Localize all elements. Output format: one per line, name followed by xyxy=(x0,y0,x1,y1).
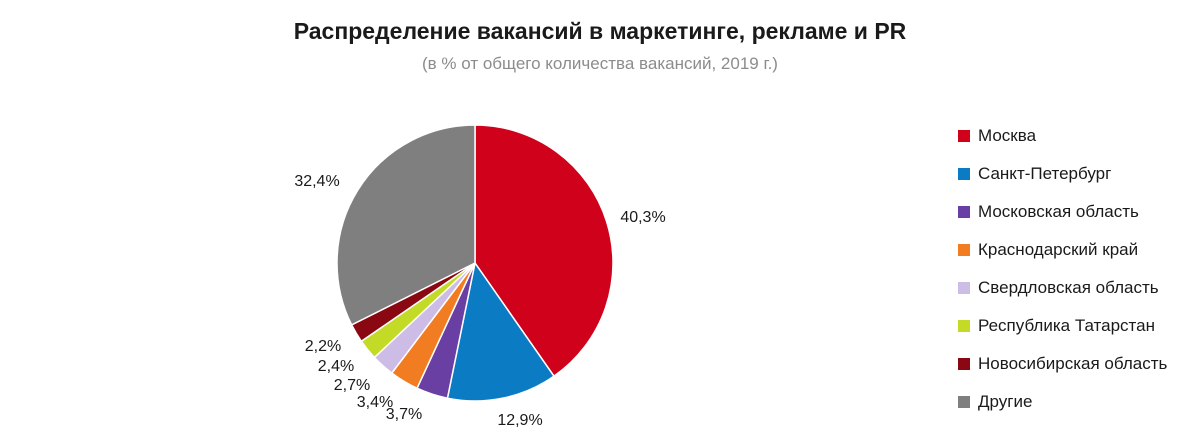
slice-value-label: 3,7% xyxy=(386,406,422,423)
legend-label: Москва xyxy=(978,126,1037,145)
legend-swatch xyxy=(958,320,970,332)
slice-value-label: 40,3% xyxy=(620,209,665,226)
legend-label: Республика Татарстан xyxy=(978,316,1155,335)
pie-slice xyxy=(336,124,476,326)
slice-value-label: 12,9% xyxy=(497,412,542,429)
legend-item: Московская область xyxy=(958,193,1167,231)
legend-label: Новосибирская область xyxy=(978,354,1168,373)
legend-label: Краснодарский край xyxy=(978,240,1139,259)
pie-slice xyxy=(446,261,556,402)
legend-item: Другие xyxy=(958,383,1167,421)
legend-label: Свердловская область xyxy=(978,278,1159,297)
legend-label: Московская область xyxy=(978,202,1139,221)
legend-item: Краснодарский край xyxy=(958,231,1167,269)
slice-value-label: 32,4% xyxy=(294,173,339,190)
legend-swatch xyxy=(958,358,970,370)
slice-value-label: 3,4% xyxy=(357,394,393,411)
chart-subtitle: (в % от общего количества вакансий, 2019… xyxy=(422,54,778,73)
legend-swatch xyxy=(958,130,970,142)
pie-slice xyxy=(474,124,614,378)
legend-item: Новосибирская область xyxy=(958,345,1167,383)
chart-legend: Москва Санкт-Петербург Московская область К… xyxy=(958,117,1167,421)
legend-label: Другие xyxy=(978,392,1033,411)
legend-item: Санкт-Петербург xyxy=(958,155,1167,193)
chart-title: Распределение вакансий в маркетинге, рек… xyxy=(293,18,907,44)
legend-item: Республика Татарстан xyxy=(958,307,1167,345)
legend-swatch xyxy=(958,168,970,180)
slice-value-label: 2,2% xyxy=(305,338,341,355)
legend-item: Свердловская область xyxy=(958,269,1167,307)
legend-swatch xyxy=(958,244,970,256)
legend-item: Москва xyxy=(958,117,1167,155)
legend-swatch xyxy=(958,206,970,218)
legend-label: Санкт-Петербург xyxy=(978,164,1112,183)
slice-value-label: 2,4% xyxy=(318,358,354,375)
legend-swatch xyxy=(958,396,970,408)
slice-value-label: 2,7% xyxy=(334,377,370,394)
legend-swatch xyxy=(958,282,970,294)
